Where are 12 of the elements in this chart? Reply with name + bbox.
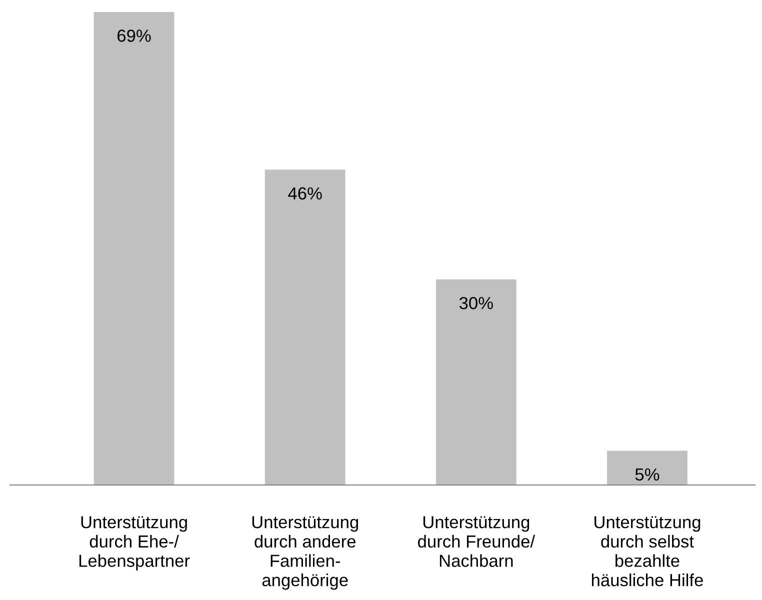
bar xyxy=(436,279,516,485)
bar xyxy=(264,170,346,485)
x-tick-label: Unterstützung durch Ehe-/ Lebenspartner xyxy=(79,516,190,570)
x-tick-label: Unterstützung durch andere Familien- angehörige xyxy=(252,516,358,590)
bar xyxy=(94,12,174,485)
data-label: 5% xyxy=(635,468,660,481)
data-label: 46% xyxy=(288,187,322,200)
bar xyxy=(607,450,688,485)
data-label: 30% xyxy=(459,296,493,310)
data-label: 69% xyxy=(118,30,151,42)
x-tick-label: Unterstützung durch Freunde/ Nachbarn xyxy=(418,516,536,567)
x-tick-label: Unterstützung durch selbst bezahlte häusliche Hilfe xyxy=(592,516,703,586)
